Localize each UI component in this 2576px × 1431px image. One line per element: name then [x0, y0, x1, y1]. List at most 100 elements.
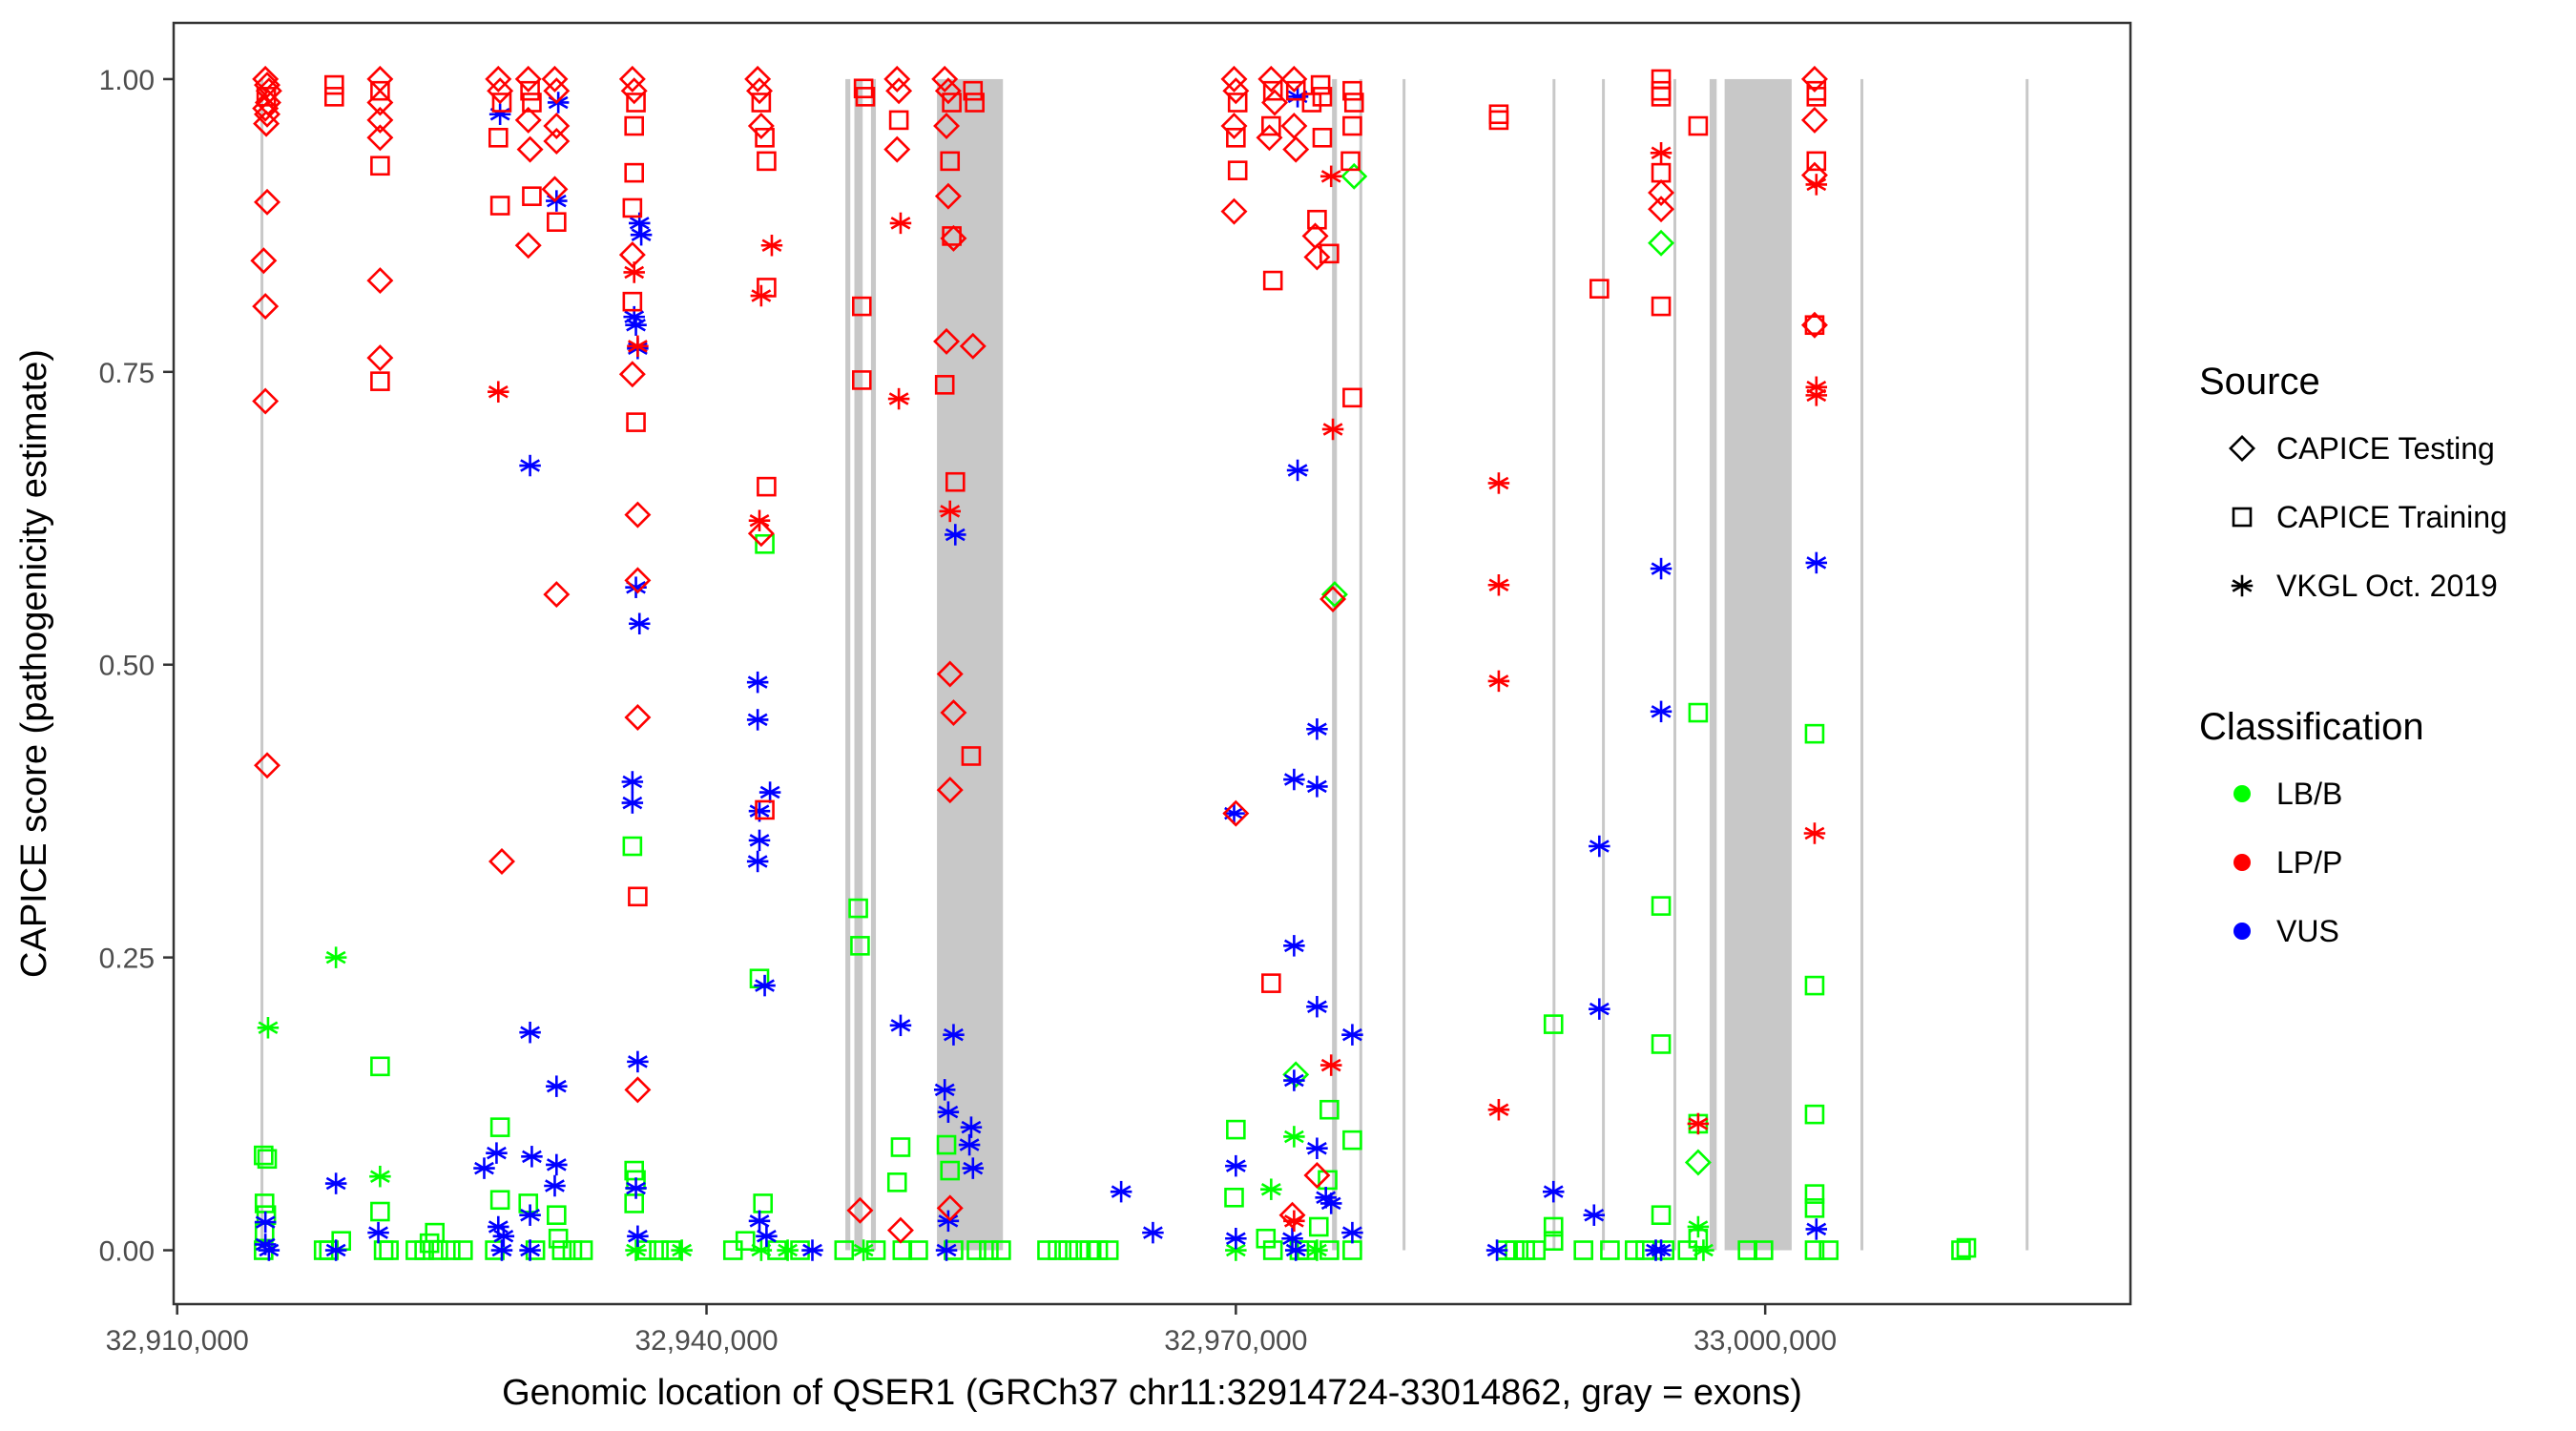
point-capice-training [622, 836, 643, 857]
legend-source-title: Source [2199, 361, 2320, 403]
point-vkgl [630, 223, 653, 246]
point-capice-testing [514, 106, 542, 134]
point-capice-testing [934, 77, 962, 105]
point-capice-training [965, 93, 985, 113]
point-capice-training [942, 93, 962, 113]
point-capice-testing [1257, 65, 1285, 93]
point-capice-testing [1648, 196, 1675, 223]
point-capice-training [755, 128, 775, 148]
point-capice-training [622, 197, 643, 218]
point-vkgl [625, 314, 647, 336]
point-capice-testing [514, 232, 542, 259]
point-vkgl [933, 1079, 956, 1101]
point-capice-training [848, 898, 868, 919]
point-capice-training [489, 1190, 510, 1211]
point-capice-training [1488, 110, 1509, 131]
point-capice-training [488, 128, 509, 148]
point-capice-testing [366, 267, 394, 295]
point-capice-training [254, 1145, 274, 1166]
y-tick-label: 0.50 [99, 651, 155, 682]
point-capice-training [520, 80, 540, 101]
point-capice-training [1804, 1184, 1825, 1204]
point-capice-training [626, 412, 646, 432]
point-capice-training [1651, 296, 1672, 317]
point-capice-testing [1320, 581, 1348, 609]
point-capice-training [757, 151, 777, 172]
point-capice-training [1515, 1240, 1535, 1260]
point-capice-training [370, 371, 390, 391]
point-capice-training [551, 1240, 572, 1260]
point-capice-training [370, 1056, 390, 1077]
point-vkgl [486, 1142, 508, 1164]
point-vkgl [777, 1239, 799, 1261]
point-capice-training [1806, 87, 1827, 107]
point-capice-testing [1278, 1201, 1306, 1229]
point-vkgl [1306, 995, 1328, 1018]
point-vkgl [621, 771, 644, 793]
point-capice-testing [366, 124, 394, 152]
point-capice-testing [1303, 243, 1331, 271]
point-capice-testing [1222, 77, 1250, 105]
point-vkgl [519, 1239, 541, 1261]
legend-source-entries: CAPICE Testing CAPICE Training VKGL Oct. 2… [2229, 431, 2507, 603]
point-vkgl [748, 1210, 771, 1233]
point-capice-training [572, 1240, 593, 1260]
point-vkgl [945, 524, 966, 546]
point-capice-training [1804, 1104, 1825, 1125]
point-vkgl [1281, 1228, 1303, 1250]
point-capice-training [1573, 1240, 1593, 1260]
point-capice-training [1956, 1237, 1977, 1258]
point-capice-training [491, 93, 512, 113]
point-capice-training [749, 968, 770, 989]
point-vkgl [962, 1157, 985, 1179]
exon-band [1709, 78, 1717, 1251]
exon-band [2025, 78, 2029, 1251]
legend-square-icon [2232, 507, 2253, 528]
point-vkgl [746, 850, 769, 873]
point-vkgl [1487, 472, 1510, 494]
point-vkgl [1589, 998, 1610, 1020]
point-capice-training [428, 1240, 448, 1260]
point-capice-training [1262, 270, 1283, 291]
point-capice-testing [543, 127, 571, 155]
point-capice-testing [252, 65, 280, 93]
exon-band [854, 78, 863, 1251]
point-vkgl [544, 1174, 566, 1197]
point-capice-training [940, 1160, 961, 1181]
point-vkgl [1306, 776, 1328, 798]
point-capice-training [1804, 315, 1825, 336]
point-vkgl [1687, 1112, 1710, 1135]
axes: 32,910,000 32,940,000 32,970,000 33,000,000… [99, 65, 1838, 1357]
point-capice-training [1342, 387, 1362, 408]
point-vkgl [935, 1239, 958, 1261]
point-capice-testing [934, 182, 962, 210]
point-vkgl [324, 1239, 347, 1261]
point-capice-training [626, 93, 646, 113]
point-capice-training [1098, 1240, 1119, 1260]
point-vkgl [1805, 174, 1828, 196]
point-capice-training [1342, 115, 1362, 136]
point-capice-training [940, 151, 961, 172]
point-capice-training [1818, 1240, 1839, 1260]
point-vkgl [889, 1014, 912, 1037]
point-capice-training [1951, 1240, 1971, 1260]
point-capice-training [1543, 1231, 1564, 1252]
x-tick-label: 32,910,000 [106, 1325, 249, 1357]
point-capice-testing [1261, 89, 1289, 116]
legend-source-item: CAPICE Testing [2229, 431, 2495, 466]
point-capice-training [1285, 80, 1306, 101]
exon-band [1673, 78, 1677, 1251]
point-capice-testing [514, 65, 542, 93]
point-vkgl [625, 1239, 647, 1261]
point-capice-testing [366, 344, 394, 372]
point-vkgl [1487, 574, 1510, 596]
point-capice-training [851, 296, 872, 317]
point-vkgl [1805, 551, 1828, 574]
point-capice-testing [366, 89, 394, 116]
point-capice-testing [936, 660, 964, 688]
point-vkgl [1650, 142, 1672, 164]
point-vkgl [748, 829, 771, 852]
point-vkgl [746, 709, 769, 731]
exon-band [1552, 78, 1556, 1251]
